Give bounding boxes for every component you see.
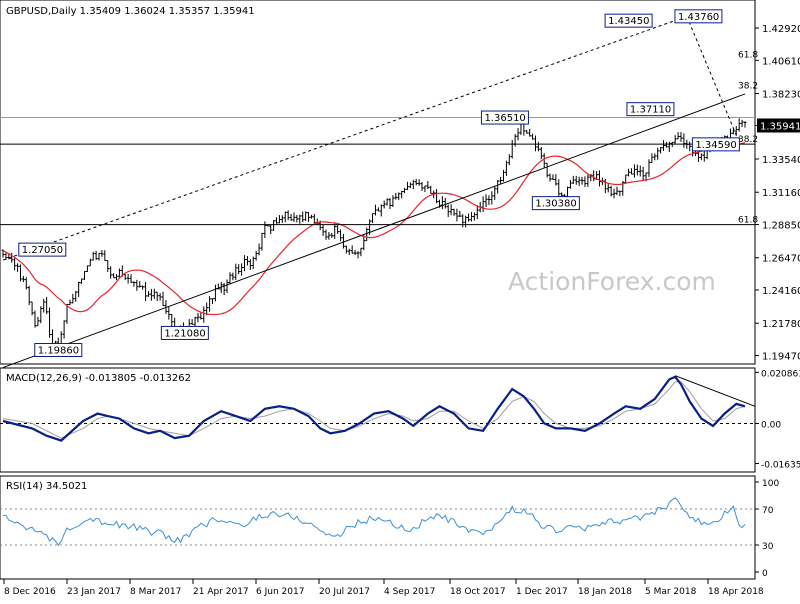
x-tick-label: 18 Oct 2017 xyxy=(450,587,506,597)
channel-lower-trendline xyxy=(2,93,746,369)
swing-label-box xyxy=(34,342,83,357)
rsi-ytick-label: 30 xyxy=(762,542,774,552)
macd-trendline xyxy=(674,375,756,407)
x-tick-label: 6 Jun 2017 xyxy=(256,587,304,597)
price-ytick-label: 1.19470 xyxy=(762,351,800,362)
price-ytick-label: 1.28850 xyxy=(762,220,800,231)
price-ytick-label: 1.33540 xyxy=(762,155,800,166)
swing-label-text: 1.36510 xyxy=(484,113,525,124)
price-ytick-label: 1.24160 xyxy=(762,286,800,297)
fib-label: 38.2 xyxy=(738,135,758,145)
x-tick-label: 4 Sep 2017 xyxy=(384,587,435,597)
swing-label-text: 1.37110 xyxy=(630,105,671,116)
macd-title: MACD(12,26,9) -0.013805 -0.013262 xyxy=(6,373,191,384)
price-ytick-label: 1.21780 xyxy=(762,319,800,330)
swing-label-box xyxy=(674,9,723,24)
fib-label: 38.2 xyxy=(738,81,758,91)
swing-label-box xyxy=(626,102,675,117)
x-tick-label: 23 Jan 2017 xyxy=(67,587,121,597)
swing-label-box xyxy=(18,242,67,257)
swing-label-box xyxy=(160,325,209,340)
x-tick-label: 21 Apr 2017 xyxy=(193,587,249,597)
macd-ytick-label: 0.00 xyxy=(761,420,781,430)
swing-label-text: 1.27050 xyxy=(22,245,63,256)
x-tick-label: 5 Mar 2018 xyxy=(645,587,697,597)
x-tick-label: 8 Dec 2016 xyxy=(4,587,56,597)
swing-label-box xyxy=(604,13,653,28)
swing-label-box xyxy=(480,110,529,125)
price-chart-title: GBPUSD,Daily 1.35409 1.36024 1.35357 1.3… xyxy=(6,6,255,17)
macd-panel-frame xyxy=(0,367,756,473)
macd-ytick-label: 0.020861 xyxy=(761,369,800,379)
swing-label-text: 1.19860 xyxy=(38,345,79,356)
axes: 1.42920 1.40610 1.38230 1.35941 1.33540 1.311… xyxy=(3,24,800,597)
price-panel-frame xyxy=(0,0,756,365)
swing-label-text: 1.30380 xyxy=(535,199,576,210)
macd-line xyxy=(2,375,746,442)
price-plot: 61.8 38.2 38.2 61.8 1.19860 1.27050 1.21080 1.3… xyxy=(0,9,758,369)
price-ytick-label: 1.31160 xyxy=(762,188,800,199)
swing-label-text: 1.43450 xyxy=(608,16,649,27)
decline-trendline xyxy=(686,16,739,139)
channel-upper-trendline xyxy=(2,15,687,261)
price-ytick-label: 1.26470 xyxy=(762,254,800,265)
x-tick-label: 18 Jan 2018 xyxy=(578,587,632,597)
x-tick-label: 1 Dec 2017 xyxy=(516,587,568,597)
price-ytick-label: 1.40610 xyxy=(762,56,800,67)
x-tick-label: 18 Apr 2018 xyxy=(708,587,764,597)
swing-label-box xyxy=(691,137,740,152)
price-ytick-label: 1.42920 xyxy=(762,24,800,35)
rsi-plot xyxy=(0,497,755,546)
x-tick-label: 8 Mar 2017 xyxy=(130,587,181,597)
rsi-title: RSI(14) 34.5021 xyxy=(6,481,87,492)
moving-average-line xyxy=(2,142,746,316)
rsi-panel-frame xyxy=(0,475,756,580)
current-price-label: 1.35941 xyxy=(760,121,800,132)
swing-label-text: 1.34590 xyxy=(695,140,736,151)
price-ytick-label: 1.38230 xyxy=(762,90,800,101)
rsi-ytick-label: 100 xyxy=(762,479,779,489)
x-tick-label: 20 Jul 2017 xyxy=(319,587,370,597)
macd-plot xyxy=(0,375,756,442)
swing-label-text: 1.43760 xyxy=(678,12,719,23)
current-price-box xyxy=(757,118,800,133)
rsi-ytick-label: 70 xyxy=(762,506,774,516)
watermark: ActionForex.com xyxy=(508,267,716,296)
swing-label-box xyxy=(531,196,580,211)
macd-signal-line xyxy=(2,381,746,439)
fib-label: 61.8 xyxy=(738,216,758,226)
fib-label: 61.8 xyxy=(738,51,758,61)
rsi-line xyxy=(2,497,746,546)
rsi-ytick-label: 0 xyxy=(762,569,768,579)
macd-ytick-label: -0.016357 xyxy=(761,461,800,471)
swing-label-text: 1.21080 xyxy=(164,328,205,339)
